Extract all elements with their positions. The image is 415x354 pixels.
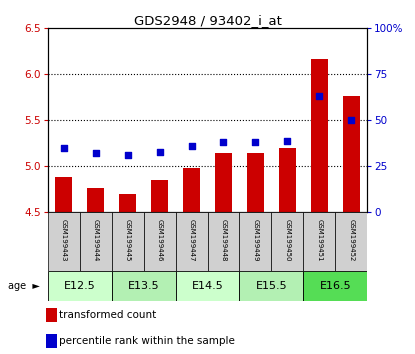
- Bar: [310, 59, 328, 212]
- Bar: [80, 212, 112, 271]
- Point: [92, 151, 99, 156]
- Bar: [144, 212, 176, 271]
- Point: [284, 138, 290, 143]
- Bar: [303, 212, 335, 271]
- Text: GSM199444: GSM199444: [93, 219, 99, 262]
- Bar: [112, 212, 144, 271]
- Bar: [271, 212, 303, 271]
- Point: [188, 143, 195, 149]
- Text: transformed count: transformed count: [59, 309, 156, 320]
- Point: [61, 145, 67, 151]
- Bar: [46, 335, 57, 348]
- Text: GSM199447: GSM199447: [188, 219, 195, 262]
- Bar: [119, 194, 137, 212]
- Text: GSM199445: GSM199445: [124, 219, 131, 262]
- Bar: [87, 188, 105, 212]
- Bar: [55, 177, 73, 212]
- Bar: [335, 212, 367, 271]
- Bar: [48, 212, 80, 271]
- Text: GSM199449: GSM199449: [252, 219, 259, 262]
- Bar: [278, 148, 296, 212]
- Text: GSM199448: GSM199448: [220, 219, 227, 262]
- Text: E16.5: E16.5: [320, 281, 351, 291]
- Bar: [247, 153, 264, 212]
- Text: age  ►: age ►: [8, 281, 40, 291]
- Bar: [342, 96, 360, 212]
- Point: [348, 118, 354, 123]
- Bar: [176, 271, 239, 301]
- Text: E12.5: E12.5: [64, 281, 95, 291]
- Bar: [239, 212, 271, 271]
- Bar: [48, 271, 112, 301]
- Point: [124, 153, 131, 158]
- Point: [316, 93, 323, 99]
- Title: GDS2948 / 93402_i_at: GDS2948 / 93402_i_at: [134, 14, 281, 27]
- Text: GSM199446: GSM199446: [156, 219, 163, 262]
- Bar: [151, 180, 168, 212]
- Bar: [176, 212, 208, 271]
- Text: GSM199443: GSM199443: [61, 219, 67, 262]
- Text: E14.5: E14.5: [192, 281, 223, 291]
- Bar: [303, 271, 367, 301]
- Bar: [46, 308, 57, 321]
- Text: GSM199452: GSM199452: [348, 219, 354, 262]
- Bar: [239, 271, 303, 301]
- Text: E13.5: E13.5: [128, 281, 159, 291]
- Text: GSM199450: GSM199450: [284, 219, 290, 262]
- Bar: [183, 168, 200, 212]
- Point: [220, 139, 227, 145]
- Point: [252, 139, 259, 145]
- Bar: [112, 271, 176, 301]
- Bar: [215, 153, 232, 212]
- Text: E15.5: E15.5: [256, 281, 287, 291]
- Text: GSM199451: GSM199451: [316, 219, 322, 262]
- Bar: [208, 212, 239, 271]
- Point: [156, 149, 163, 154]
- Text: percentile rank within the sample: percentile rank within the sample: [59, 336, 234, 346]
